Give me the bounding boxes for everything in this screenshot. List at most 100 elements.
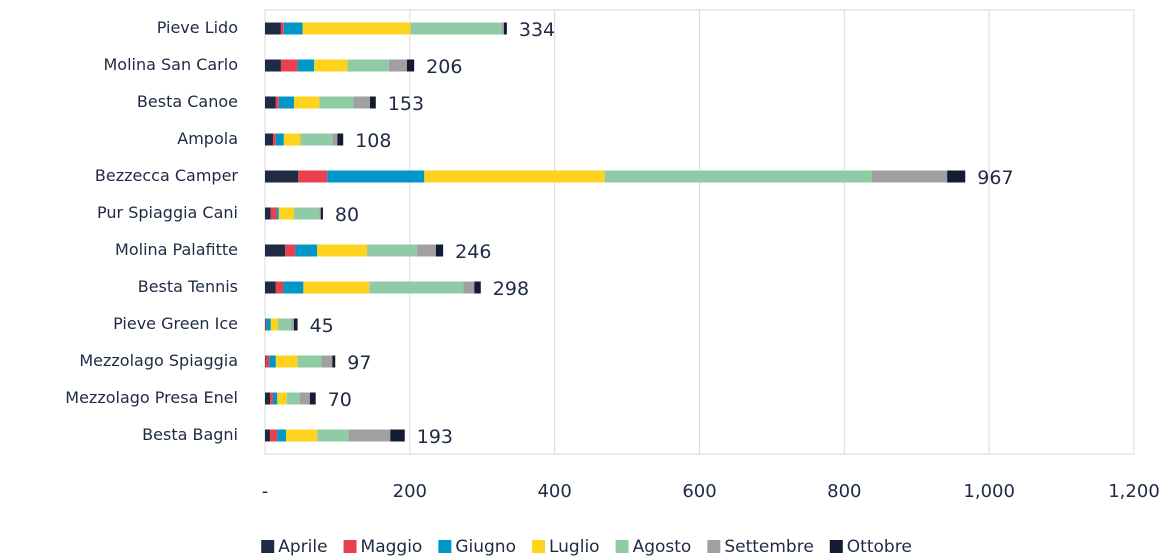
bar-segment [272,392,278,405]
bar-segment [435,244,444,257]
x-tick-label: 800 [827,481,861,502]
bar-segment [270,318,279,331]
bar-segment [314,59,348,72]
bar-segment [265,133,273,146]
bar-segment [309,392,316,405]
bar-segment [424,170,605,183]
x-tick-label: - [262,481,269,502]
category-label: Pur Spiaggia Cani [97,203,238,222]
bar-segment [317,244,368,257]
bar-segment [297,59,315,72]
bar-segment [283,22,303,35]
total-label: 206 [426,56,462,78]
bar-segment [353,96,371,109]
bar-segment [269,355,276,368]
category-label: Besta Tennis [138,277,238,296]
bar-segment [283,281,304,294]
bar-segment [270,207,277,220]
bar-segment [277,392,287,405]
bar-segment [347,59,389,72]
bar-segment [277,429,287,442]
bar-segment [321,355,333,368]
total-label: 97 [347,352,371,374]
bar-segment [291,318,294,331]
bar-segment [275,281,284,294]
bar-segment [265,392,271,405]
category-label: Mezzolago Spiaggia [79,351,238,370]
legend-swatch [707,540,721,553]
legend-swatch [438,540,452,553]
total-label: 967 [977,167,1013,189]
bar-segment [501,22,504,35]
bar-segment [871,170,948,183]
bar-segment [265,244,286,257]
bar-segment [417,244,436,257]
total-label: 80 [335,204,359,226]
bar-segment [278,207,294,220]
legend-label: Ottobre [847,537,912,557]
bar-segment [280,22,284,35]
bar-segment [295,244,318,257]
x-tick-label: 400 [537,481,571,502]
legend-swatch [261,540,275,553]
bar-segment [272,133,276,146]
bar-segment [285,244,296,257]
x-tick-label: 200 [393,481,427,502]
bar-segment [270,429,278,442]
bar-segment [319,207,321,220]
bar-segment [293,96,320,109]
bar-segment [320,207,323,220]
bar-segment [286,392,300,405]
category-label: Pieve Lido [157,18,238,37]
bar-segment [275,355,298,368]
bar-segment [298,170,328,183]
total-label: 108 [355,130,391,152]
bar-segment [300,133,333,146]
bar-segment [265,22,281,35]
bar-segment [275,133,284,146]
total-label: 298 [493,278,529,300]
category-label: Pieve Green Ice [113,314,238,333]
bar-segment [317,429,349,442]
bar-segment [348,429,391,442]
legend-label: Luglio [549,537,600,557]
legend-label: Aprile [278,537,327,557]
bar-segment [265,59,281,72]
bar-segment [299,392,310,405]
x-tick-label: 1,000 [963,481,1015,502]
bar-segment [265,318,267,331]
x-tick-label: 600 [682,481,716,502]
category-label: Besta Bagni [142,425,238,444]
legend-swatch [531,540,545,553]
bar-segment [265,429,271,442]
legend-label: Giugno [455,537,516,557]
bar-segment [327,170,425,183]
bar-segment [265,355,266,368]
category-label: Ampola [177,129,238,148]
legend-swatch [829,540,843,553]
bar-segment [265,318,266,331]
bar-segment [303,281,370,294]
bar-segment [332,355,336,368]
bar-segment [319,96,354,109]
legend-label: Agosto [633,537,692,557]
bar-segment [406,59,415,72]
bar-segment [463,281,475,294]
bar-segment [367,244,418,257]
bar-segment [410,22,502,35]
bar-segment [280,59,298,72]
bar-segment [369,281,464,294]
bar-segment [278,318,292,331]
bar-segment [265,96,276,109]
total-label: 153 [388,93,424,115]
bar-segment [276,207,279,220]
category-label: Besta Canoe [137,92,238,111]
bar-segment [503,22,507,35]
bar-segment [332,133,338,146]
bar-segment [283,133,301,146]
category-label: Molina Palafitte [115,240,238,259]
bar-segment [293,318,298,331]
bar-segment [265,170,299,183]
bar-segment [390,429,405,442]
